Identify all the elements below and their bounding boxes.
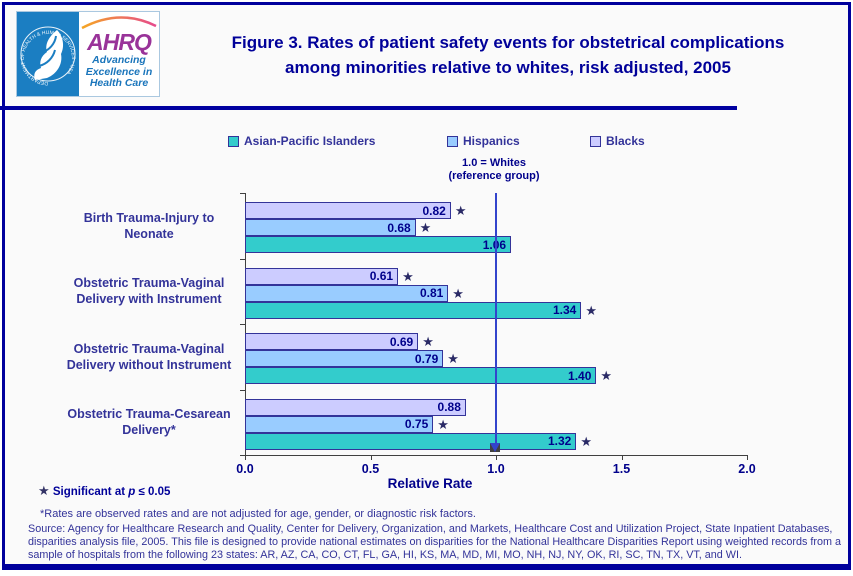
bar-value-label: 1.06 xyxy=(483,238,506,252)
figure-title: Figure 3. Rates of patient safety events… xyxy=(178,30,838,80)
ahrq-hhs-logo: DEPARTMENT OF HEALTH & HUMAN SERVICES - … xyxy=(16,11,160,97)
bar-value-label: 0.61 xyxy=(369,269,394,284)
significance-star: ★ xyxy=(454,203,467,219)
bar-value-label: 0.88 xyxy=(437,400,461,415)
legend-swatch-asian-pacific xyxy=(228,135,239,147)
bar-asian-pacific-islanders-cat4: 1.32 xyxy=(245,432,577,450)
y-axis-tick xyxy=(240,389,245,391)
significance-star: ★ xyxy=(422,334,434,350)
significance-star: ★ xyxy=(437,416,449,432)
significance-star: ★ xyxy=(600,368,613,384)
x-axis-tick xyxy=(245,455,246,460)
bar-value-label: 0.68 xyxy=(387,220,411,235)
bar-value-label: 0.82 xyxy=(422,203,446,218)
category-label: Obstetric Trauma-Vaginal Delivery with I… xyxy=(73,276,225,307)
legend-item-hispanics: Hispanics xyxy=(447,134,520,148)
significance-star: ★ xyxy=(452,285,464,301)
x-axis-tick-label: 0.5 xyxy=(361,462,380,476)
bar-value-label: 0.81 xyxy=(419,286,444,301)
bar-value-label: 1.40 xyxy=(568,368,592,383)
x-axis-tick-label: 1.0 xyxy=(487,462,505,476)
category-label: Obstetric Trauma-Cesarean Delivery* xyxy=(67,407,231,438)
ahrq-tagline: Advancing Excellence in Health Care xyxy=(85,54,153,89)
legend-swatch-hispanics xyxy=(447,135,458,147)
figure-title-line2: among minorities relative to whites, ris… xyxy=(285,58,731,77)
x-axis-tick xyxy=(747,455,748,460)
bar-asian-pacific-islanders-cat3: 1.40 xyxy=(245,367,597,385)
significance-star: ★ xyxy=(585,302,597,318)
rates-footnote: *Rates are observed rates and are not ad… xyxy=(40,508,476,520)
bar-asian-pacific-islanders-cat1: 1.06 xyxy=(245,236,512,254)
bar-hispanics-cat4: 0.75 xyxy=(245,415,434,433)
x-axis-tick xyxy=(496,455,497,460)
x-axis-tick-label: 1.5 xyxy=(612,462,631,476)
legend-swatch-blacks xyxy=(590,135,601,147)
bar-asian-pacific-islanders-cat2: 1.34 xyxy=(245,301,582,319)
category-label: Obstetric Trauma-Vaginal Delivery withou… xyxy=(66,341,232,372)
legend-label-asian-pacific: Asian-Pacific Islanders xyxy=(244,134,376,148)
ahrq-acronym: AHRQ xyxy=(87,29,152,55)
significance-star: ★ xyxy=(402,268,414,284)
hhs-eagle-icon: DEPARTMENT OF HEALTH & HUMAN SERVICES - … xyxy=(20,26,76,86)
bar-blacks-cat3: 0.69 xyxy=(245,333,419,351)
significance-footnote: ★ Significant at p ≤ 0.05 xyxy=(38,483,171,498)
significance-star: ★ xyxy=(419,220,432,236)
bar-hispanics-cat2: 0.81 xyxy=(245,284,449,302)
x-axis-tick xyxy=(370,455,372,460)
reference-line xyxy=(495,193,497,443)
bar-value-label: 1.34 xyxy=(552,303,577,318)
figure-title-line1: Figure 3. Rates of patient safety events… xyxy=(231,33,785,52)
legend-label-hispanics: Hispanics xyxy=(463,134,520,148)
header-divider xyxy=(0,106,737,110)
bar-blacks-cat2: 0.61 xyxy=(245,267,399,285)
y-axis-tick xyxy=(240,193,245,194)
bar-value-label: 1.32 xyxy=(547,434,572,449)
bar-value-label: 0.75 xyxy=(404,417,429,432)
x-axis-tick xyxy=(621,455,623,460)
reference-group-note: 1.0 = Whites (reference group) xyxy=(448,157,540,182)
x-axis-tick-label: 0.0 xyxy=(236,462,254,476)
legend-item-blacks: Blacks xyxy=(590,134,645,148)
y-axis-tick xyxy=(240,455,245,456)
bar-value-label: 0.79 xyxy=(414,351,439,366)
bar-hispanics-cat3: 0.79 xyxy=(245,350,444,368)
category-label: Birth Trauma-Injury to Neonate xyxy=(83,210,215,241)
source-note: Source: Agency for Healthcare Research a… xyxy=(28,523,841,562)
y-axis-tick xyxy=(240,324,245,325)
hhs-seal: DEPARTMENT OF HEALTH & HUMAN SERVICES - … xyxy=(17,12,79,96)
significance-star: ★ xyxy=(580,433,592,449)
bar-value-label: 0.69 xyxy=(389,334,414,349)
ahrq-arc-icon xyxy=(81,16,157,30)
significance-star: ★ xyxy=(447,351,459,367)
legend-item-asian-pacific-islanders: Asian-Pacific Islanders xyxy=(228,134,375,148)
y-axis-tick xyxy=(240,258,245,260)
legend-label-blacks: Blacks xyxy=(606,134,645,148)
y-axis-line xyxy=(245,193,246,455)
bar-hispanics-cat1: 0.68 xyxy=(245,219,416,237)
x-axis-title: Relative Rate xyxy=(387,476,473,491)
x-axis-tick-label: 2.0 xyxy=(738,462,756,476)
star-icon: ★ xyxy=(38,483,50,498)
reference-line-arrow xyxy=(490,443,500,452)
bar-blacks-cat1: 0.82 xyxy=(245,202,451,220)
bar-blacks-cat4: 0.88 xyxy=(245,398,466,416)
ahrq-wordmark: AHRQ Advancing Excellence in Health Care xyxy=(79,12,159,96)
